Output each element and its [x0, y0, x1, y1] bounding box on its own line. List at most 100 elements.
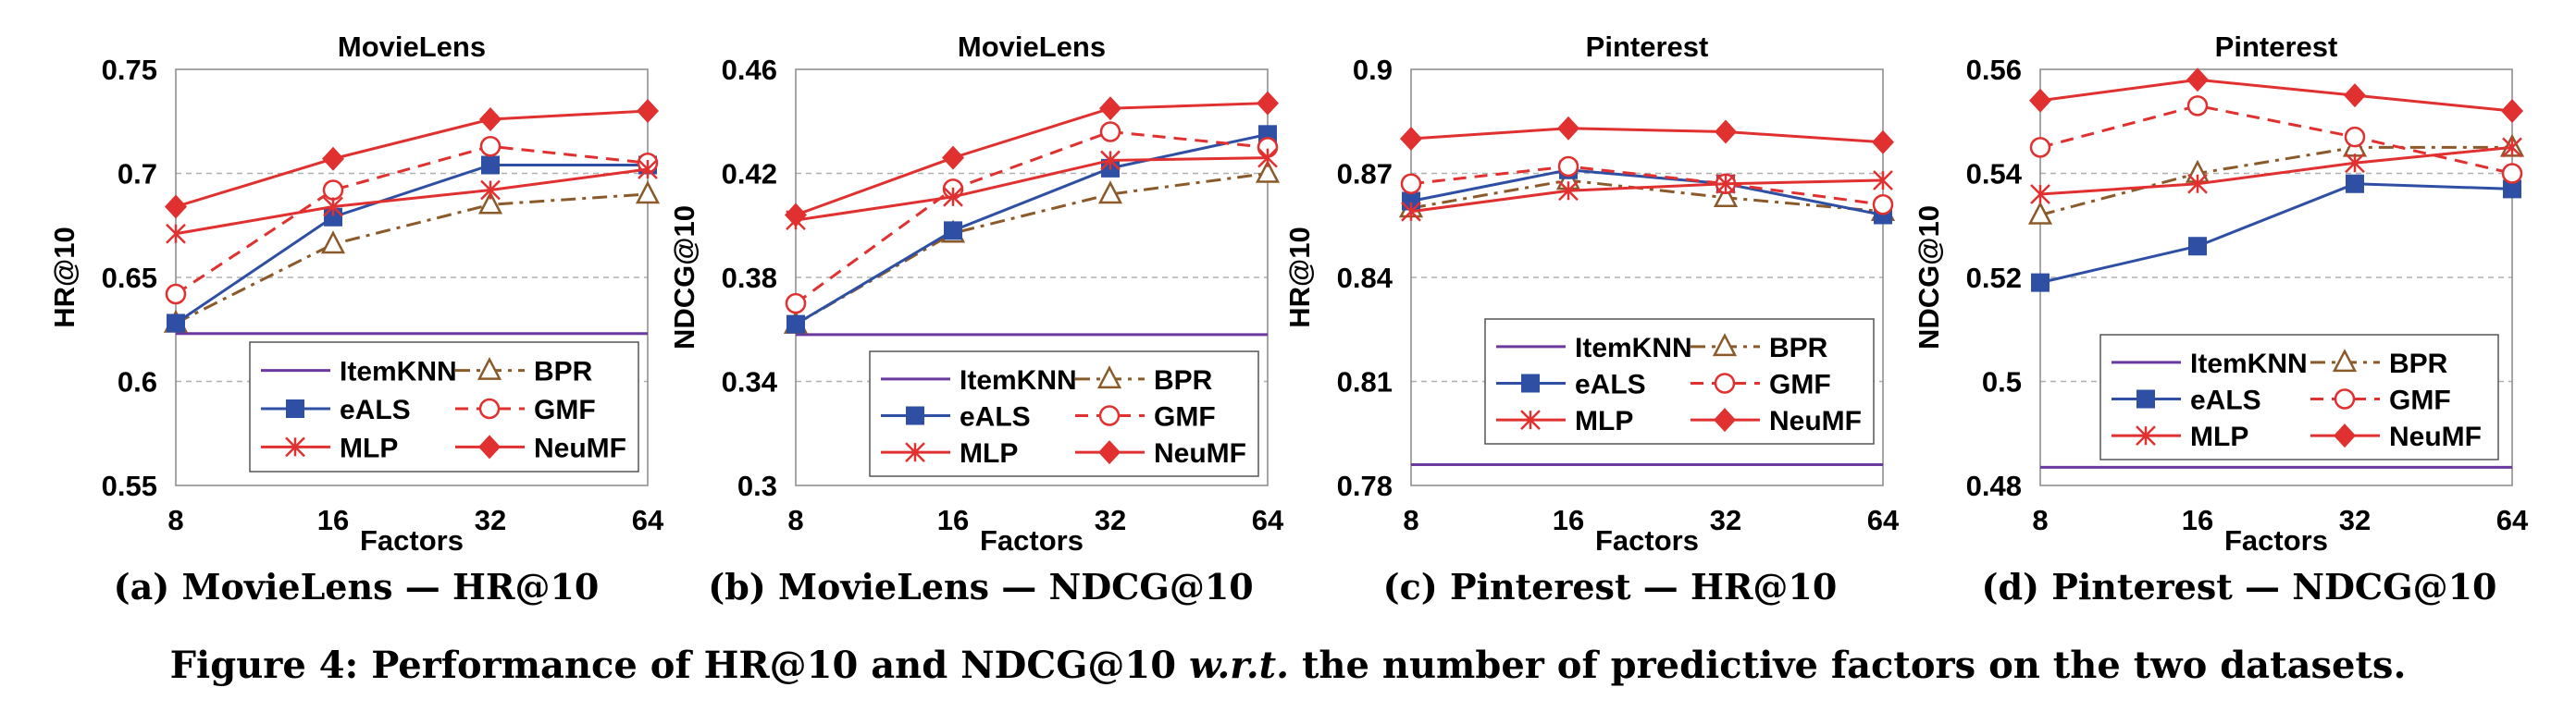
- data-point-neumf: [479, 107, 502, 131]
- data-point-gmf: [1400, 173, 1422, 194]
- legend-label-eals: eALS: [340, 395, 411, 425]
- data-point-neumf: [1099, 96, 1121, 121]
- y-axis-label: HR@10: [48, 227, 80, 327]
- data-point-neumf: [1872, 129, 1894, 154]
- y-tick-label: 0.84: [1337, 262, 1393, 294]
- data-point-eals: [167, 313, 185, 333]
- chart-panel-3: 0.78 0.81 0.84 0.87 0.9 8 16 32 64 Factors HR@10 Pi…: [1283, 31, 1900, 555]
- data-point-neumf: [1257, 91, 1279, 116]
- x-tick-label: 32: [1095, 504, 1126, 536]
- legend-label-itemknn: ItemKNN: [2190, 349, 2308, 379]
- chart-area: 0.55 0.6 0.65 0.7 0.75 8 16 32 64 Factors HR@10 Mov…: [48, 31, 2529, 555]
- legend-label-neumf: NeuMF: [534, 433, 626, 463]
- legend-marker-eals: [286, 399, 304, 418]
- data-point-bpr: [477, 190, 503, 215]
- x-tick-label: 64: [2496, 504, 2529, 536]
- data-point-eals: [786, 314, 805, 334]
- legend-marker-mlp: [285, 436, 305, 458]
- legend-label-itemknn: ItemKNN: [960, 365, 1077, 396]
- data-point-neumf: [637, 99, 659, 123]
- legend-label-gmf: GMF: [534, 395, 596, 425]
- y-axis-label: NDCG@10: [1913, 205, 1945, 350]
- data-point-mlp: [2187, 173, 2208, 194]
- chart-title: MovieLens: [958, 31, 1106, 63]
- series-line-neumf: [175, 109, 649, 208]
- data-point-neumf: [322, 146, 344, 171]
- data-point-mlp: [323, 196, 343, 217]
- x-tick-label: 64: [1252, 504, 1284, 536]
- chart-panel-4: 0.48 0.5 0.52 0.54 0.56 8 16 32 64 Factors NDCG@10…: [1913, 31, 2529, 555]
- legend-label-mlp: MLP: [2190, 422, 2248, 452]
- x-tick-label: 8: [1403, 504, 1418, 536]
- legend-box: [1484, 318, 1875, 445]
- figure-caption-italic: w.r.t.: [1188, 644, 1290, 687]
- x-tick-label: 8: [787, 504, 803, 536]
- data-point-eals: [2503, 179, 2521, 199]
- legend-label-bpr: BPR: [1769, 333, 1828, 363]
- data-point-bpr: [1255, 159, 1281, 183]
- y-tick-label: 0.34: [722, 366, 778, 399]
- data-point-neumf: [2186, 68, 2209, 92]
- y-axis-label: NDCG@10: [668, 205, 700, 350]
- y-tick-label: 0.48: [1966, 470, 2022, 502]
- plot-frame: [1410, 68, 1884, 486]
- y-tick-label: 0.65: [102, 262, 157, 294]
- legend-marker-bpr: [1712, 333, 1738, 357]
- chart-title: MovieLens: [338, 31, 486, 63]
- x-tick-label: 16: [317, 504, 349, 536]
- series-line-bpr: [175, 192, 649, 325]
- y-tick-label: 0.56: [1966, 54, 2022, 86]
- data-point-gmf: [1099, 121, 1121, 142]
- legend-marker-neumf: [1098, 440, 1121, 465]
- y-tick-label: 0.81: [1337, 366, 1393, 399]
- series-line-neumf: [2039, 78, 2513, 113]
- chart-title: Pinterest: [1586, 31, 1709, 63]
- y-tick-label: 0.9: [1353, 54, 1393, 86]
- data-point-bpr: [635, 180, 661, 204]
- data-point-bpr: [1713, 184, 1739, 207]
- data-point-mlp: [1873, 170, 1893, 190]
- data-point-gmf: [2344, 126, 2366, 148]
- legend: ItemKNN BPR eALS GMF MLP NeuMF: [2099, 334, 2499, 460]
- data-point-mlp: [1257, 147, 1278, 168]
- y-tick-label: 0.78: [1337, 470, 1393, 502]
- legend-marker-bpr: [477, 356, 502, 380]
- data-point-eals: [481, 155, 500, 175]
- series-line-mlp: [175, 167, 649, 236]
- legend-label-bpr: BPR: [1154, 365, 1213, 396]
- data-point-mlp: [1715, 173, 1736, 194]
- legend-label-eals: eALS: [2190, 386, 2261, 416]
- data-point-mlp: [943, 186, 963, 207]
- data-point-gmf: [165, 283, 187, 305]
- plot-frame: [175, 68, 649, 486]
- data-point-eals: [2346, 174, 2364, 193]
- x-tick-label: 64: [632, 504, 664, 536]
- series-line-bpr: [1410, 178, 1884, 214]
- legend-marker-bpr: [2332, 349, 2358, 373]
- legend-label-bpr: BPR: [534, 357, 593, 387]
- legend-marker-gmf: [1714, 373, 1736, 394]
- data-point-gmf: [479, 136, 502, 157]
- data-point-mlp: [166, 223, 186, 244]
- y-tick-label: 0.38: [722, 262, 777, 294]
- legend-label-bpr: BPR: [2389, 349, 2448, 379]
- data-point-neumf: [2501, 99, 2523, 123]
- x-tick-label: 32: [1710, 504, 1741, 536]
- legend-marker-neumf: [478, 435, 501, 460]
- data-point-gmf: [322, 179, 344, 201]
- x-tick-label: 16: [2182, 504, 2213, 536]
- y-tick-label: 0.46: [722, 54, 777, 86]
- data-point-neumf: [1400, 127, 1422, 151]
- y-tick-label: 0.75: [102, 54, 157, 86]
- y-axis-label: HR@10: [1283, 227, 1316, 327]
- series-line-bpr: [2039, 145, 2512, 216]
- legend-marker-eals: [1521, 374, 1540, 393]
- data-point-eals: [2031, 273, 2050, 292]
- legend-marker-gmf: [1098, 405, 1121, 426]
- series-line-gmf: [2039, 104, 2513, 175]
- legend-label-eals: eALS: [1575, 370, 1646, 400]
- data-point-gmf: [2029, 137, 2051, 158]
- legend-label-neumf: NeuMF: [2389, 422, 2482, 452]
- x-tick-label: 64: [1867, 504, 1900, 536]
